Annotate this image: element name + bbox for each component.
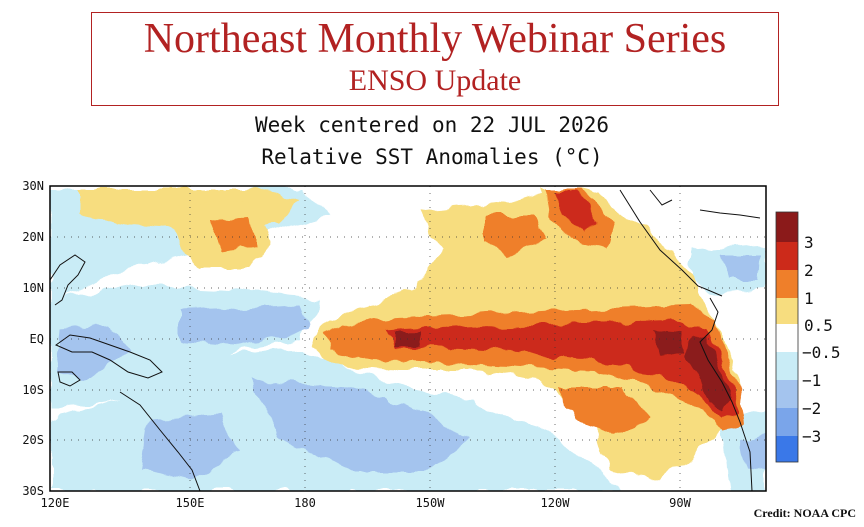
webinar-banner: Northeast Monthly Webinar Series ENSO Up…	[91, 12, 779, 106]
colorbar-swatch	[776, 242, 798, 270]
map-heading-week: Week centered on 22 JUL 2026	[254, 113, 609, 137]
lat-label: 20S	[22, 433, 44, 447]
lat-label: 10N	[22, 281, 44, 295]
colorbar-label: 1	[804, 289, 814, 308]
map-frame	[49, 185, 767, 492]
colorbar-swatch	[776, 212, 798, 242]
colorbar-label: 3	[804, 233, 814, 252]
colorbar-label: −3	[802, 427, 821, 446]
banner-subtitle: ENSO Update	[348, 64, 522, 97]
lat-label: 20N	[22, 230, 44, 244]
colorbar-swatch	[776, 380, 798, 408]
lat-label: 30N	[22, 179, 44, 193]
lat-label: 30S	[22, 484, 44, 498]
credit-label: Credit: NOAA CPC	[753, 506, 856, 520]
colorbar-label: 2	[804, 261, 814, 280]
colorbar-label: −1	[802, 371, 821, 390]
lon-label: 150W	[416, 496, 446, 510]
lon-label: 150E	[176, 496, 205, 510]
colorbar-label: 0.5	[804, 316, 833, 335]
colorbar-label: −2	[802, 399, 821, 418]
anomaly-field	[50, 186, 766, 491]
colorbar-swatch	[776, 324, 798, 352]
colorbar-swatch	[776, 408, 798, 436]
colorbar-swatch	[776, 436, 798, 462]
lon-label: 180	[294, 496, 316, 510]
colorbar-swatch	[776, 298, 798, 324]
colorbar-swatch	[776, 352, 798, 380]
lat-label: EQ	[30, 332, 44, 346]
lon-label: 120W	[541, 496, 571, 510]
colorbar-swatch	[776, 270, 798, 298]
lat-label: 10S	[22, 383, 44, 397]
banner-title: Northeast Monthly Webinar Series	[143, 16, 727, 62]
lon-label: 90W	[669, 496, 691, 510]
lon-label: 120E	[41, 496, 70, 510]
colorbar-label: −0.5	[802, 343, 841, 362]
colorbar	[775, 211, 799, 463]
map-heading-variable: Relative SST Anomalies (°C)	[261, 145, 603, 169]
